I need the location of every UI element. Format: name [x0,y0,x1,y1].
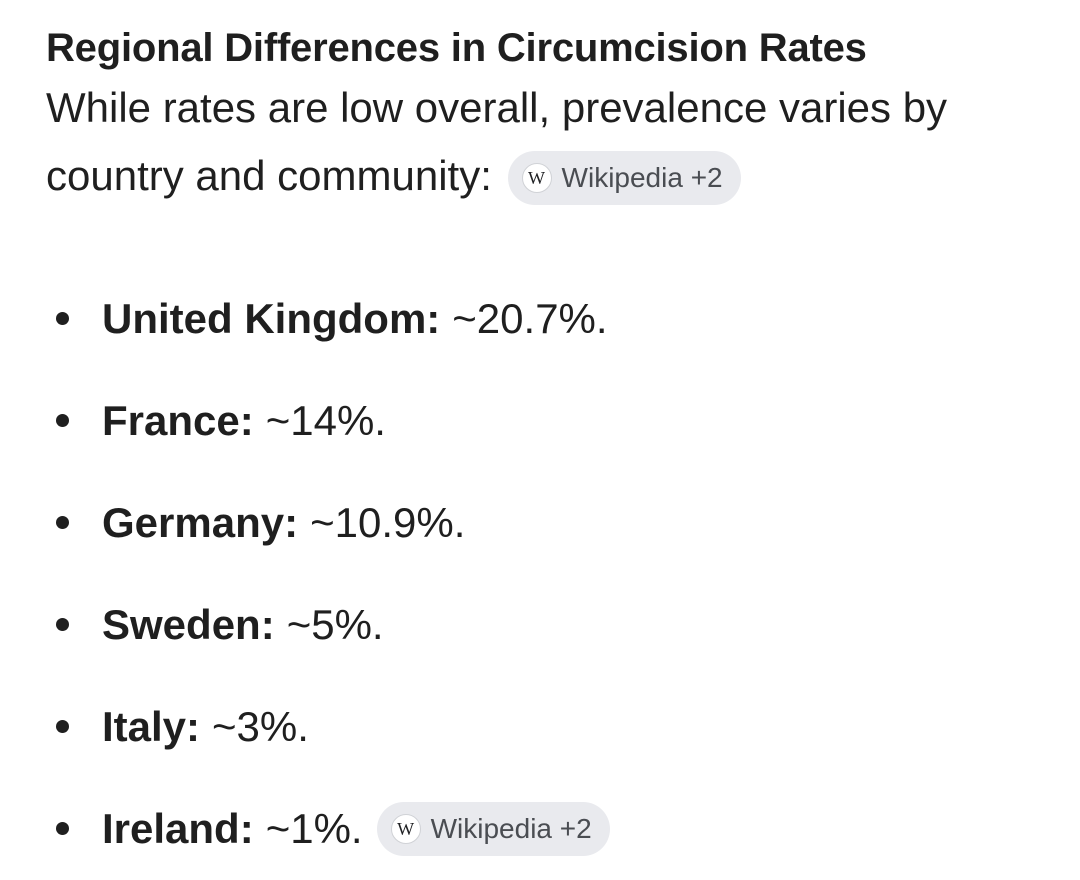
source-chip[interactable]: W Wikipedia +2 [376,802,610,856]
source-chip-label: Wikipedia +2 [561,162,723,193]
bullet-icon [56,720,69,733]
rate-value: ~1%. [265,805,363,852]
rate-value: ~5%. [286,601,384,648]
source-chip-label: Wikipedia +2 [430,813,592,844]
rates-section: Regional Differences in Circumcision Rat… [46,22,1046,856]
rate-value: ~20.7%. [452,295,608,342]
list-item: France: ~14%. [46,370,1046,472]
country-name: Italy: [102,703,201,750]
list-item: United Kingdom: ~20.7%. [46,268,1046,370]
bullet-icon [56,414,69,427]
bullet-icon [56,516,69,529]
intro-text: While rates are low overall, prevalence … [46,84,948,199]
country-name: Sweden: [102,601,275,648]
rates-list: United Kingdom: ~20.7%. France: ~14%. Ge… [46,268,1046,880]
country-name: Germany: [102,499,299,546]
wikipedia-icon: W [390,814,421,844]
rate-value: ~10.9%. [310,499,466,546]
section-heading: Regional Differences in Circumcision Rat… [46,26,867,70]
list-item: Germany: ~10.9%. [46,472,1046,574]
source-chip[interactable]: W Wikipedia +2 [507,151,741,205]
country-name: France: [102,397,254,444]
country-name: United Kingdom: [102,295,441,342]
rate-value: ~14%. [265,397,386,444]
bullet-icon [56,312,69,325]
list-item: Ireland: ~1%. W Wikipedia +2 [46,778,1046,880]
country-name: Ireland: [102,805,254,852]
bullet-icon [56,822,69,835]
intro-paragraph: While rates are low overall, prevalence … [46,74,1036,210]
wikipedia-icon: W [521,163,552,193]
bullet-icon [56,618,69,631]
rate-value: ~3%. [212,703,309,750]
list-item: Italy: ~3%. [46,676,1046,778]
list-item: Sweden: ~5%. [46,574,1046,676]
